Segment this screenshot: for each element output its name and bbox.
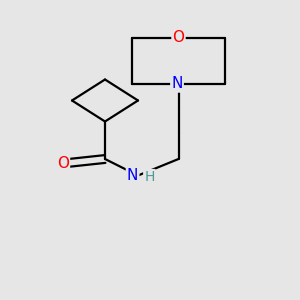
Text: H: H	[144, 170, 154, 184]
Text: N: N	[127, 168, 138, 183]
Text: O: O	[57, 156, 69, 171]
Text: N: N	[171, 76, 183, 92]
Text: O: O	[172, 30, 184, 45]
